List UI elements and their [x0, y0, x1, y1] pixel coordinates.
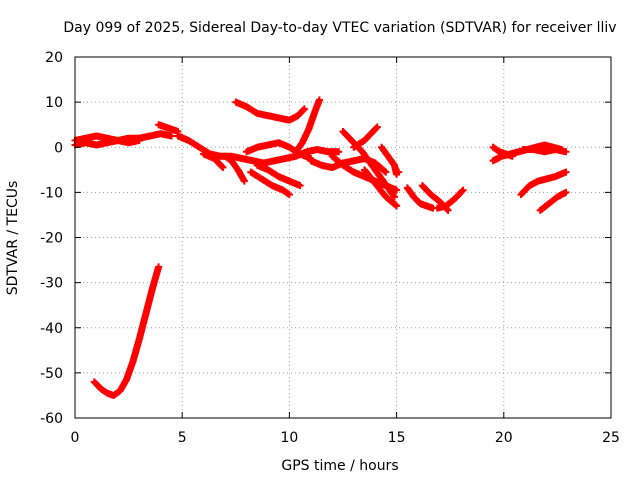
y-tick-label: 0 — [54, 140, 63, 156]
x-tick-label: 15 — [388, 430, 406, 446]
series-track-i — [247, 168, 293, 199]
data-point — [562, 148, 570, 156]
data-point — [285, 191, 293, 199]
y-tick-label: 20 — [45, 50, 63, 66]
data-point — [393, 202, 401, 210]
series-track-d — [155, 121, 182, 135]
series-track-s — [360, 166, 401, 210]
y-tick-label: -10 — [40, 185, 63, 201]
data-point — [300, 105, 308, 113]
y-tick-label: -20 — [40, 231, 63, 247]
series-track-t — [403, 184, 437, 212]
series-track-z — [517, 168, 570, 199]
y-tick-label: -30 — [40, 276, 63, 292]
data-point — [381, 167, 389, 175]
y-tick-label: -40 — [40, 321, 63, 337]
data-point — [335, 148, 343, 156]
x-tick-label: 5 — [178, 430, 187, 446]
series-track-v — [433, 186, 467, 212]
data-point — [167, 132, 175, 140]
series-track-c — [90, 263, 163, 399]
series-track-f — [200, 150, 227, 172]
chart-title: Day 099 of 2025, Sidereal Day-to-day VTE… — [63, 20, 616, 36]
y-tick-label: 10 — [45, 95, 63, 111]
x-tick-label: 10 — [280, 430, 298, 446]
series-track-aa — [536, 188, 570, 214]
series-track-y — [519, 146, 570, 156]
series-track-l — [292, 96, 323, 156]
data-point — [373, 123, 381, 131]
x-tick-label: 25 — [602, 430, 620, 446]
x-tick-label: 0 — [71, 430, 80, 446]
tick-labels: 0 5 10 15 20 25 20 10 0 -10 -20 -30 -40 -50 -60 — [40, 50, 620, 446]
data-point — [299, 106, 307, 114]
y-tick-label: -50 — [40, 366, 63, 382]
series-track-x — [489, 143, 516, 160]
y-tick-label: -60 — [40, 411, 63, 427]
series-track-o — [350, 123, 381, 151]
x-tick-label: 20 — [495, 430, 513, 446]
data-point — [562, 188, 570, 196]
data-point — [382, 168, 390, 176]
data-point — [135, 136, 143, 144]
axis-ticks — [74, 56, 612, 419]
data-point — [155, 263, 163, 271]
x-axis-title: GPS time / hours — [281, 458, 398, 474]
data-point — [393, 186, 401, 194]
data-point — [240, 177, 248, 185]
data-point — [219, 164, 227, 172]
data-point — [458, 187, 466, 195]
data-point — [296, 182, 304, 190]
data-point — [390, 193, 398, 201]
data-point — [395, 168, 403, 176]
data-point — [218, 162, 226, 170]
y-axis-title: SDTVAR / TECUs — [5, 181, 21, 296]
data-point — [459, 186, 467, 194]
data-point — [391, 201, 399, 209]
data-marks — [71, 96, 570, 399]
data-point — [372, 124, 380, 132]
series-track-h — [232, 98, 308, 124]
series-track-r — [395, 168, 403, 176]
series-track-g — [221, 152, 248, 185]
data-point — [315, 96, 323, 104]
series-track-j — [253, 161, 304, 190]
series-track-b — [71, 136, 143, 149]
data-point — [562, 168, 570, 176]
data-point — [508, 152, 516, 160]
